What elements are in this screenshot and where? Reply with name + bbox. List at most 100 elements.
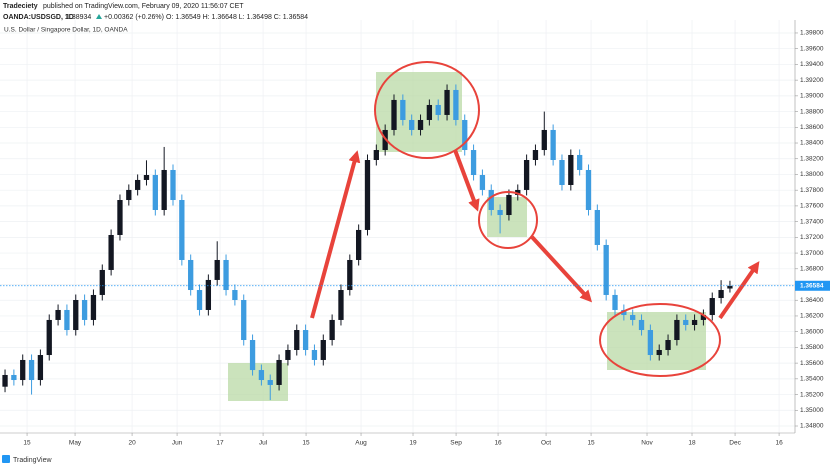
zones	[228, 72, 706, 401]
candle-body	[338, 290, 344, 320]
candle-body	[364, 159, 371, 230]
candle-body	[64, 309, 70, 331]
x-tick-label: 18	[688, 440, 696, 447]
candle-body	[506, 194, 512, 216]
candle-body	[647, 330, 654, 356]
candle-body	[683, 319, 689, 325]
candle-body	[355, 229, 362, 260]
last-price-box	[795, 280, 830, 291]
x-tick-label: 20	[128, 440, 136, 447]
x-tick-label: May	[69, 440, 82, 447]
y-tick-label: 1.35000	[800, 407, 824, 414]
candle-body	[223, 259, 229, 291]
arrow	[310, 150, 361, 319]
y-tick-label: 1.36000	[800, 328, 824, 335]
candle-body	[727, 285, 733, 289]
candle-body	[400, 99, 406, 120]
candle-body	[126, 189, 132, 201]
x-tick-label: Oct	[541, 440, 551, 447]
x-tick-label: 17	[216, 440, 224, 447]
brand: TradingView	[13, 457, 52, 464]
x-tick-label: 15	[302, 440, 310, 447]
grid	[0, 20, 795, 433]
y-tick-label: 1.37600	[800, 203, 824, 210]
y-tick-label: 1.38000	[800, 171, 824, 178]
candle-body	[691, 319, 698, 325]
candle-body	[470, 150, 477, 176]
candle-body	[497, 209, 503, 216]
circle	[478, 191, 538, 249]
x-tick-label: Dec	[729, 440, 741, 447]
candle-body	[294, 330, 300, 350]
axes: 1.34800 1.35000 1.35200 1.35400 1.35600 1.358…	[0, 30, 830, 447]
candle-body	[656, 349, 662, 356]
candle-body	[559, 159, 565, 185]
x-tick-label: Jul	[259, 440, 268, 447]
candle-body	[73, 299, 79, 331]
x-tick-label: 15	[23, 440, 31, 447]
candle-body	[20, 359, 26, 381]
candle-body	[2, 374, 8, 387]
candle-body	[594, 209, 600, 245]
y-tick-label: 1.38600	[800, 124, 824, 131]
candle-body	[417, 119, 424, 130]
candle-body	[214, 259, 220, 280]
candle-body	[665, 340, 671, 350]
circle	[374, 61, 480, 159]
x-tick-label: 19	[409, 440, 417, 447]
candle-body	[46, 319, 52, 356]
candle-body	[409, 119, 415, 130]
candle-body	[134, 179, 141, 190]
x-tick-label: Jun	[172, 440, 183, 447]
annotations	[310, 61, 760, 377]
publisher: Tradeciety	[3, 3, 38, 10]
y-tick-label: 1.38400	[800, 140, 824, 147]
candle-body	[311, 349, 318, 360]
x-tick-label: Sep	[450, 440, 462, 447]
y-tick-label: 1.37000	[800, 250, 824, 257]
candle-body	[426, 104, 433, 120]
up-icon	[96, 14, 102, 19]
candle-body	[373, 150, 379, 160]
candle-body	[108, 234, 114, 270]
y-tick-label: 1.35200	[800, 391, 824, 398]
candle-body	[621, 309, 627, 316]
candle-body	[674, 319, 680, 341]
arrow	[718, 261, 760, 320]
x-tick-label: Nov	[641, 440, 653, 447]
candle-body	[285, 349, 291, 360]
candle-body	[179, 200, 185, 260]
candle-body	[205, 279, 212, 310]
candle-body	[90, 294, 97, 320]
published-line: published on TradingView.com, February 0…	[43, 3, 244, 10]
candle-body	[568, 154, 574, 185]
candle-body	[188, 259, 194, 291]
candle-body	[630, 315, 636, 320]
candle-body	[28, 359, 35, 381]
candle-body	[258, 370, 265, 381]
y-tick-label: 1.37800	[800, 187, 824, 194]
candle-body	[479, 175, 486, 190]
y-tick-label: 1.35600	[800, 360, 824, 367]
candle-body	[444, 89, 450, 115]
candle-body	[700, 315, 707, 320]
x-tick-label: Aug	[355, 440, 367, 447]
candle-body	[55, 309, 61, 320]
candle-body	[320, 340, 326, 360]
candle-body	[117, 200, 123, 235]
candle-body	[152, 175, 158, 210]
candle-body	[249, 340, 256, 371]
brand-logo	[2, 455, 10, 463]
candle-body	[577, 154, 583, 170]
symbol: OANDA:USDSGD, 1D	[3, 14, 74, 21]
arrow	[530, 235, 593, 303]
candle-body	[612, 294, 618, 310]
candle-body	[232, 290, 238, 300]
y-tick-label: 1.36200	[800, 313, 824, 320]
chart-title: U.S. Dollar / Singapore Dollar, 1D, OAND…	[4, 27, 128, 34]
y-tick-label: 1.37200	[800, 234, 824, 241]
x-tick-label: 15	[587, 440, 595, 447]
y-tick-label: 1.34800	[800, 423, 824, 430]
candle-body	[718, 290, 724, 299]
y-tick-label: 1.39000	[800, 93, 824, 100]
